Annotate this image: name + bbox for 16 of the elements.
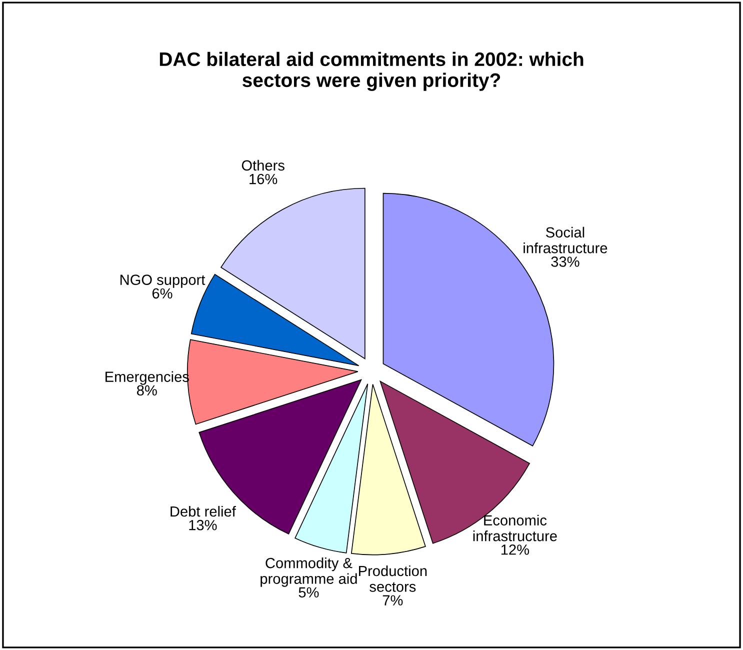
data-label: 5% [298, 587, 319, 598]
slice-label: Social infrastructure [524, 226, 608, 254]
data-label: 8% [136, 385, 157, 396]
slice-label: Commodity & programme aid [260, 558, 357, 587]
data-label: 6% [152, 288, 172, 299]
data-label: 7% [382, 595, 403, 606]
slice-label: Production sectors [359, 565, 427, 592]
data-label: 16% [250, 174, 278, 184]
slice-label: Debt relief [170, 506, 236, 517]
slice-label: Economic infrastructure [473, 514, 557, 542]
slice-label: Others [242, 160, 284, 171]
data-label: 33% [551, 256, 580, 267]
slice-label: NGO support [120, 274, 206, 288]
data-label: 13% [189, 520, 217, 530]
chart-title: DAC bilateral aid commitments in 2002: which sectors were given priority? [160, 52, 584, 91]
data-label: 12% [501, 544, 530, 555]
